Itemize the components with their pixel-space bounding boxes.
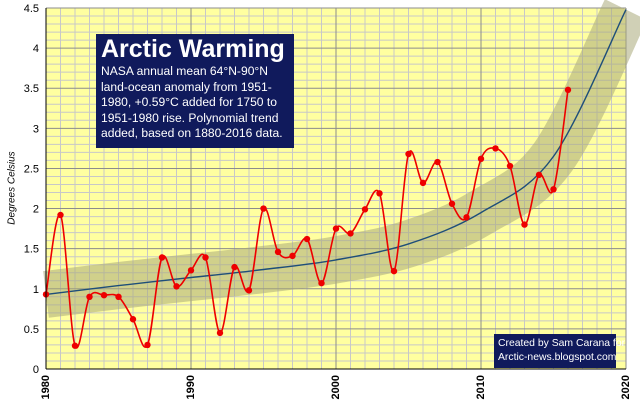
data-point (332, 225, 340, 232)
credit-line-1: Created by Sam Carana for (498, 338, 626, 349)
data-point (434, 158, 441, 166)
y-tick-label: 2 (33, 204, 39, 216)
data-point (521, 221, 528, 228)
data-point (506, 162, 514, 170)
data-point (260, 205, 267, 212)
y-tick-label: 4 (33, 43, 39, 55)
data-point (274, 248, 282, 256)
y-axis-label: Degrees Celsius (7, 151, 18, 224)
data-point (289, 252, 296, 260)
data-point (202, 254, 209, 261)
credit-box: Created by Sam Carana for Arctic-news.bl… (494, 334, 626, 368)
x-tick-label: 2010 (475, 375, 487, 399)
x-tick-label: 1980 (40, 375, 52, 399)
data-point (347, 230, 354, 237)
data-point (492, 145, 499, 152)
data-point (129, 316, 137, 323)
data-point (303, 235, 311, 243)
chart-title: Arctic Warming (101, 35, 285, 63)
data-point (564, 86, 572, 94)
x-tick-label: 1990 (185, 375, 197, 399)
data-point (158, 254, 166, 261)
y-tick-label: 3.5 (24, 83, 39, 95)
data-point (245, 287, 253, 294)
y-tick-label: 0.5 (24, 324, 39, 336)
data-point (361, 206, 369, 213)
data-point (115, 293, 122, 300)
chart-subtitle: NASA annual mean 64°N-90°N land-ocean an… (101, 64, 283, 140)
data-point (144, 341, 151, 349)
data-point (216, 329, 224, 337)
x-tick-label: 2020 (620, 375, 632, 399)
data-point (535, 171, 543, 179)
data-point (448, 200, 456, 207)
data-point (463, 214, 470, 221)
credit-line-2: Arctic-news.blogspot.com (498, 352, 617, 363)
data-point (318, 279, 325, 287)
data-point (376, 190, 383, 197)
data-point (173, 283, 180, 290)
trend-line (45, 9, 627, 296)
data-point (477, 155, 485, 163)
data-point (231, 263, 238, 271)
y-tick-label: 1.5 (24, 244, 39, 256)
data-point (550, 186, 557, 193)
data-point (57, 211, 64, 219)
y-tick-label: 4.5 (24, 3, 39, 15)
y-tick-label: 1 (33, 284, 39, 296)
y-tick-label: 3 (33, 123, 39, 135)
data-point (390, 267, 398, 275)
data-point (419, 179, 427, 187)
y-tick-label: 0 (33, 364, 39, 376)
data-point (86, 293, 93, 300)
data-point (71, 342, 79, 349)
title-box: Arctic Warming NASA annual mean 64°N-90°… (96, 34, 294, 148)
data-point (187, 267, 195, 274)
x-tick-label: 2000 (330, 375, 342, 399)
data-point (100, 291, 108, 299)
y-tick-label: 2.5 (24, 163, 39, 175)
data-point (405, 150, 412, 158)
